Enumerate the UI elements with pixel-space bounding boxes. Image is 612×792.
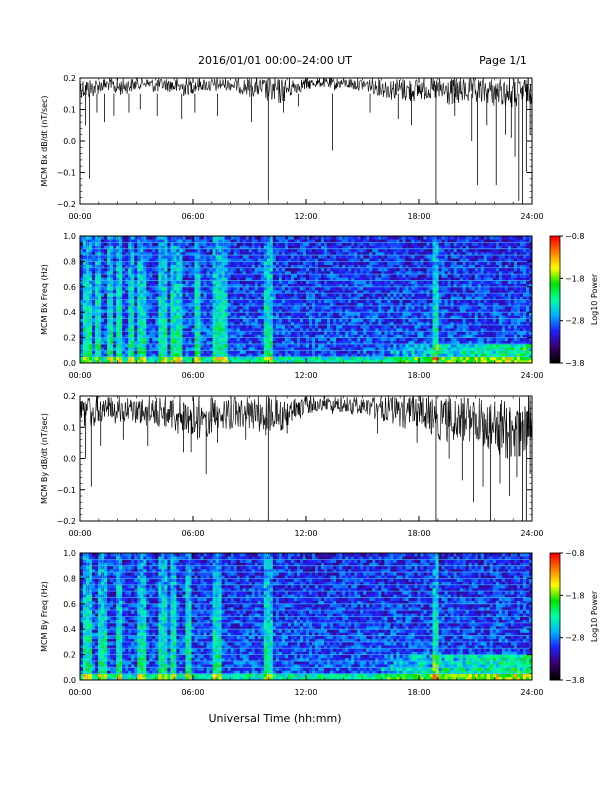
colorbar-tick-label: −0.8 [565,232,584,241]
colorbar-gradient [550,236,560,364]
harmonic-lines [80,235,532,363]
y-tick-label: 0.2 [63,334,76,343]
colorbar-tick-label: −1.8 [565,591,584,600]
x-tick-label: 12:00 [294,529,317,538]
colorbar-tick-label: −3.8 [565,676,584,685]
x-tick-label: 12:00 [294,212,317,221]
figure-title: 2016/01/01 00:00–24:00 UT [198,54,352,67]
y-tick-label: 0.1 [63,106,76,115]
y-tick-label: 0.0 [63,137,76,146]
colorbar-label: Log10 Power [590,273,599,325]
dbdt-trace [79,396,533,521]
y-tick-label: 1.0 [63,232,76,241]
y-axis-label: MCM By dB/dt (nT/sec) [40,413,49,504]
colorbar-tick-label: −2.8 [565,634,584,643]
harmonic-lines [80,552,532,680]
y-tick-label: −0.2 [57,517,76,526]
x-axis-label: Universal Time (hh:mm) [209,712,342,725]
x-tick-label: 00:00 [68,529,91,538]
panel-bx-spectrogram: 1.0 0.8 0.6 0.4 0.2 0.0 00:00 06:00 12:00 18:00 24… [40,232,544,380]
colorbar-tick-label: −1.8 [565,274,584,283]
page-indicator: Page 1/1 [479,54,527,67]
colorbar-by: −0.8 −1.8 −2.8 −3.8 Log10 Power [549,549,599,685]
y-tick-label: −0.1 [57,169,76,178]
y-axis-label: MCM Bx Freq (Hz) [40,264,49,335]
x-tick-label: 06:00 [181,688,204,697]
y-tick-label: 0.4 [63,625,76,634]
y-tick-label: 0.4 [63,308,76,317]
x-tick-label: 06:00 [181,212,204,221]
dbdt-trace [79,77,533,204]
colorbar-gradient [550,553,560,681]
x-tick-label: 24:00 [520,371,543,380]
x-tick-label: 18:00 [407,212,430,221]
y-tick-label: 0.6 [63,600,76,609]
panel-by-dbdt: 0.2 0.1 0.0 −0.1 −0.2 00:00 06:00 12:00 18:00 24:… [40,392,544,538]
x-tick-label: 18:00 [407,688,430,697]
x-tick-label: 18:00 [407,529,430,538]
colorbar-tick-label: −2.8 [565,317,584,326]
spectrogram-image [80,236,533,364]
x-tick-label: 24:00 [520,529,543,538]
y-tick-label: 1.0 [63,549,76,558]
x-tick-label: 12:00 [294,688,317,697]
panel-bx-dbdt: 0.2 0.1 0.0 −0.1 −0.2 00:00 06:00 12:00 18:00 24:… [40,74,544,221]
y-axis-label: MCM By Freq (Hz) [40,581,49,652]
y-axis-label: MCM Bx dB/dt (nT/sec) [40,95,49,186]
x-tick-label: 18:00 [407,371,430,380]
y-tick-label: 0.2 [63,651,76,660]
colorbar-label: Log10 Power [590,590,599,642]
plot-frame [79,77,533,205]
y-tick-label: 0.0 [63,359,76,368]
colorbar-bx: −0.8 −1.8 −2.8 −3.8 Log10 Power [549,232,599,368]
y-tick-label: 0.8 [63,574,76,583]
x-tick-label: 00:00 [68,212,91,221]
colorbar-frame [549,235,561,364]
colorbar-tick-label: −3.8 [565,359,584,368]
x-tick-label: 00:00 [68,371,91,380]
y-tick-label: 0.1 [63,423,76,432]
y-tick-label: 0.0 [63,676,76,685]
spectrogram-image [80,553,533,681]
x-tick-label: 24:00 [520,688,543,697]
colorbar-frame [549,552,561,681]
x-tick-label: 06:00 [181,371,204,380]
y-tick-label: 0.2 [63,74,76,83]
x-tick-label: 00:00 [68,688,91,697]
x-tick-label: 12:00 [294,371,317,380]
x-tick-label: 24:00 [520,212,543,221]
y-tick-label: −0.1 [57,486,76,495]
panel-by-spectrogram: 1.0 0.8 0.6 0.4 0.2 0.0 00:00 06:00 12:00 18:00 24… [40,549,544,697]
colorbar-tick-label: −0.8 [565,549,584,558]
y-tick-label: 0.8 [63,257,76,266]
y-tick-label: −0.2 [57,200,76,209]
y-tick-label: 0.6 [63,283,76,292]
y-tick-label: 0.0 [63,455,76,464]
x-tick-label: 06:00 [181,529,204,538]
y-tick-label: 0.2 [63,392,76,401]
